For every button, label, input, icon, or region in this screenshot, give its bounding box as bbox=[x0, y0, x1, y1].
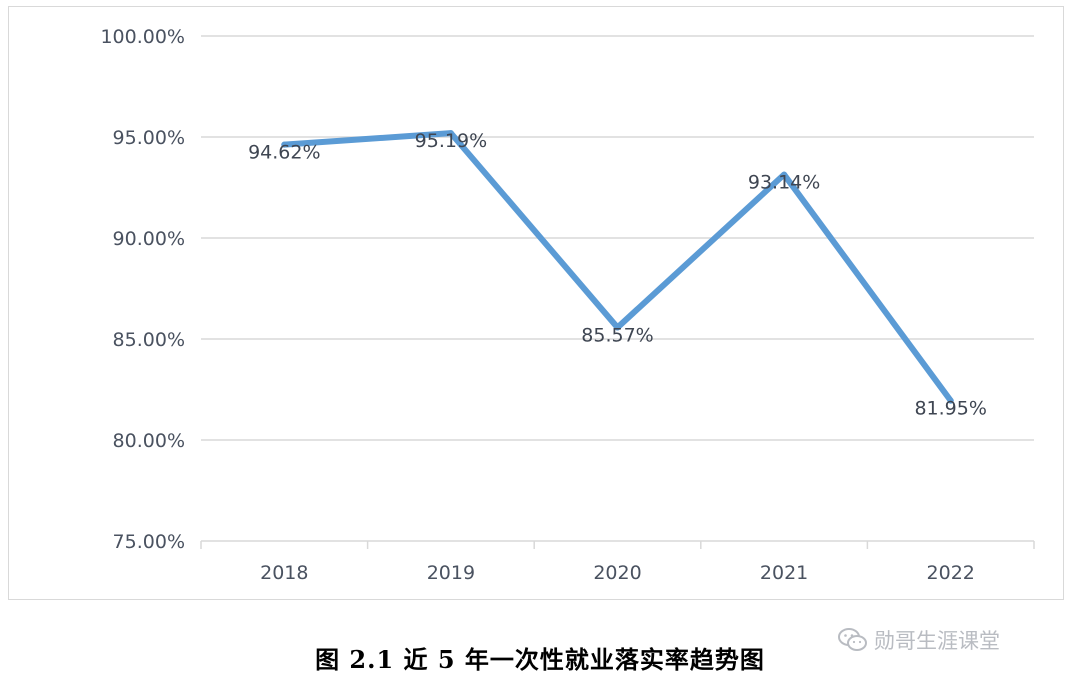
wechat-icon bbox=[838, 628, 867, 651]
y-tick-label: 85.00% bbox=[113, 329, 185, 351]
x-axis bbox=[200, 540, 1035, 549]
x-tick-label: 2021 bbox=[760, 562, 808, 584]
x-axis-ticks: 2018 2019 2020 2021 2022 bbox=[260, 562, 975, 584]
y-tick-label: 95.00% bbox=[113, 127, 185, 149]
y-tick-label: 90.00% bbox=[113, 228, 185, 250]
data-point bbox=[947, 397, 954, 404]
x-tick-label: 2022 bbox=[927, 562, 975, 584]
data-label: 93.14% bbox=[748, 172, 820, 194]
data-point bbox=[447, 130, 454, 137]
data-label: 94.62% bbox=[248, 142, 320, 164]
y-tick-label: 80.00% bbox=[113, 430, 185, 452]
data-label: 81.95% bbox=[914, 398, 986, 420]
series-line-group bbox=[281, 130, 954, 404]
y-tick-label: 75.00% bbox=[113, 531, 185, 553]
y-tick-label: 100.00% bbox=[100, 26, 185, 48]
x-tick-label: 2020 bbox=[593, 562, 641, 584]
grid-lines bbox=[201, 35, 1034, 441]
data-point bbox=[781, 171, 788, 178]
data-point bbox=[614, 324, 621, 331]
data-label: 85.57% bbox=[581, 324, 653, 346]
series-line bbox=[281, 130, 954, 404]
figure-caption: 图 2.1 近 5 年一次性就业落实率趋势图 bbox=[315, 645, 765, 674]
watermark: 勋哥生涯课堂 bbox=[838, 622, 1000, 658]
chart-frame: 75.00% 80.00% 85.00% 90.00% 95.00% 100.00% 20… bbox=[8, 6, 1064, 600]
watermark-text: 勋哥生涯课堂 bbox=[874, 629, 1000, 653]
data-point bbox=[281, 141, 288, 148]
data-labels: 94.62% 95.19% 85.57% 93.14% 81.95% bbox=[248, 130, 987, 419]
x-tick-label: 2019 bbox=[427, 562, 475, 584]
x-tick-label: 2018 bbox=[260, 562, 308, 584]
y-axis-ticks: 75.00% 80.00% 85.00% 90.00% 95.00% 100.00% bbox=[100, 26, 185, 553]
data-label: 95.19% bbox=[415, 130, 487, 152]
line-chart: 75.00% 80.00% 85.00% 90.00% 95.00% 100.00% 20… bbox=[100, 26, 1035, 584]
